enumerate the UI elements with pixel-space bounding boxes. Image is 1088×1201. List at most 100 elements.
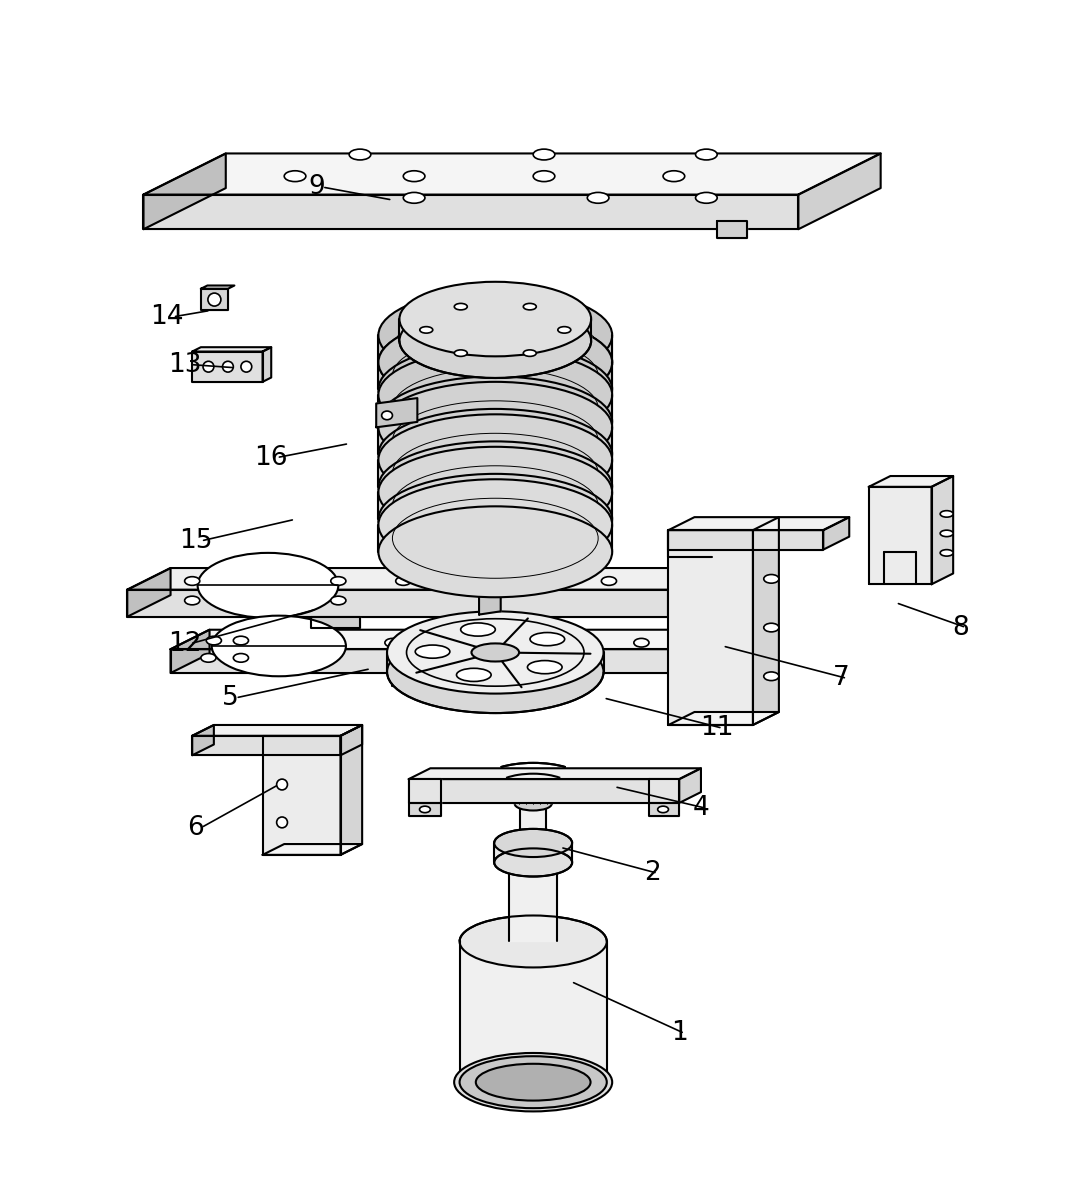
Ellipse shape: [634, 639, 650, 647]
Ellipse shape: [404, 192, 425, 203]
Ellipse shape: [523, 304, 536, 310]
Ellipse shape: [379, 376, 613, 467]
Ellipse shape: [185, 576, 200, 585]
Ellipse shape: [940, 510, 953, 518]
Polygon shape: [171, 629, 740, 650]
Ellipse shape: [530, 633, 565, 646]
Ellipse shape: [379, 442, 613, 532]
Polygon shape: [262, 347, 271, 382]
Ellipse shape: [379, 507, 613, 597]
Polygon shape: [409, 779, 441, 803]
Ellipse shape: [387, 631, 604, 713]
Ellipse shape: [379, 317, 613, 408]
Polygon shape: [379, 492, 613, 519]
Text: 6: 6: [187, 814, 203, 841]
Ellipse shape: [223, 362, 233, 372]
Ellipse shape: [588, 192, 609, 203]
Polygon shape: [193, 736, 341, 755]
Polygon shape: [171, 650, 701, 673]
Polygon shape: [668, 518, 850, 530]
Ellipse shape: [438, 639, 454, 647]
Polygon shape: [379, 525, 613, 551]
Ellipse shape: [515, 797, 552, 811]
Polygon shape: [509, 873, 557, 942]
Text: 11: 11: [701, 716, 734, 741]
Polygon shape: [515, 793, 552, 803]
Polygon shape: [144, 154, 226, 229]
Ellipse shape: [533, 171, 555, 181]
Polygon shape: [409, 779, 679, 803]
Ellipse shape: [533, 149, 555, 160]
Polygon shape: [393, 673, 446, 686]
Text: 14: 14: [150, 304, 184, 330]
Polygon shape: [868, 486, 931, 584]
Ellipse shape: [203, 362, 214, 372]
Polygon shape: [311, 617, 360, 628]
Ellipse shape: [207, 637, 222, 645]
Ellipse shape: [379, 289, 613, 381]
Polygon shape: [379, 428, 613, 454]
Text: 2: 2: [644, 860, 660, 886]
Polygon shape: [479, 593, 500, 615]
Polygon shape: [144, 154, 880, 195]
Ellipse shape: [385, 639, 400, 647]
Ellipse shape: [399, 304, 591, 378]
Polygon shape: [262, 736, 341, 855]
Text: 13: 13: [168, 352, 201, 377]
Ellipse shape: [379, 447, 613, 538]
Ellipse shape: [420, 806, 431, 813]
Ellipse shape: [379, 479, 613, 570]
Polygon shape: [127, 568, 712, 590]
Polygon shape: [679, 769, 701, 803]
Polygon shape: [127, 568, 171, 617]
Polygon shape: [201, 288, 227, 310]
Ellipse shape: [940, 550, 953, 556]
Ellipse shape: [459, 1056, 607, 1109]
Text: 12: 12: [168, 631, 201, 657]
Ellipse shape: [657, 806, 668, 813]
Ellipse shape: [528, 661, 562, 674]
Text: 7: 7: [833, 665, 850, 692]
Polygon shape: [520, 806, 546, 843]
Ellipse shape: [233, 637, 248, 645]
Ellipse shape: [455, 304, 467, 310]
Ellipse shape: [558, 327, 571, 333]
Polygon shape: [193, 725, 214, 755]
Polygon shape: [494, 843, 572, 862]
Ellipse shape: [404, 171, 425, 181]
Ellipse shape: [515, 787, 552, 800]
Ellipse shape: [331, 596, 346, 605]
Ellipse shape: [454, 1053, 613, 1111]
Polygon shape: [171, 629, 210, 673]
Polygon shape: [144, 195, 799, 229]
Ellipse shape: [764, 671, 779, 681]
Ellipse shape: [523, 349, 536, 357]
Polygon shape: [717, 221, 747, 238]
Ellipse shape: [459, 915, 607, 968]
Polygon shape: [409, 769, 701, 779]
Polygon shape: [824, 518, 850, 550]
Ellipse shape: [695, 149, 717, 160]
Ellipse shape: [460, 623, 495, 637]
Ellipse shape: [233, 653, 248, 662]
Polygon shape: [341, 725, 362, 755]
Text: 16: 16: [255, 444, 288, 471]
Ellipse shape: [396, 576, 411, 585]
Ellipse shape: [379, 408, 613, 500]
Ellipse shape: [602, 576, 617, 585]
Ellipse shape: [536, 576, 552, 585]
Ellipse shape: [663, 171, 684, 181]
Ellipse shape: [379, 343, 613, 435]
Ellipse shape: [198, 552, 338, 617]
Polygon shape: [399, 319, 591, 341]
Ellipse shape: [460, 576, 475, 585]
Ellipse shape: [379, 317, 613, 408]
Polygon shape: [799, 154, 880, 229]
Polygon shape: [201, 286, 234, 288]
Ellipse shape: [475, 1064, 591, 1100]
Polygon shape: [376, 398, 418, 428]
Ellipse shape: [457, 668, 491, 681]
Polygon shape: [379, 335, 613, 363]
Polygon shape: [127, 590, 668, 617]
Polygon shape: [868, 476, 953, 486]
